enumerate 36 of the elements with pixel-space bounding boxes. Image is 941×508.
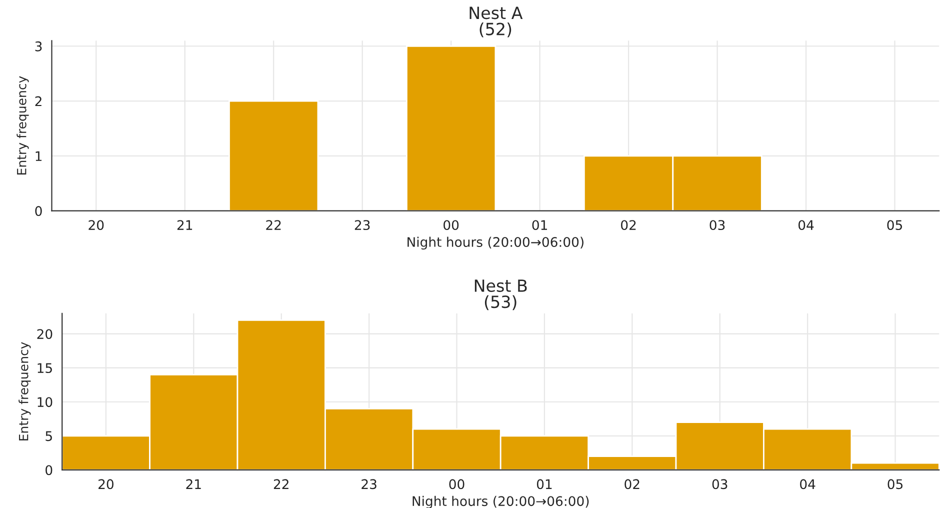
x-tick-label: 00 xyxy=(449,479,464,490)
y-tick-label: 5 xyxy=(46,431,52,442)
x-tick-label: 03 xyxy=(710,220,725,230)
x-tick-label: 21 xyxy=(177,220,192,230)
y-tick-label: 1 xyxy=(36,151,42,161)
bar xyxy=(406,45,496,211)
x-tick-label: 05 xyxy=(887,220,902,230)
x-tick-label: 21 xyxy=(186,479,201,489)
y-tick-label: 3 xyxy=(35,41,42,52)
x-tick-label: 01 xyxy=(532,220,547,230)
x-tick-label: 23 xyxy=(362,479,376,490)
y-tick-label: 10 xyxy=(38,397,52,408)
bar xyxy=(228,100,319,211)
x-tick-label: 20 xyxy=(98,479,114,490)
x-tick-label: 01 xyxy=(536,479,552,490)
x-tick-label: 00 xyxy=(444,220,459,230)
x-tick-label: 04 xyxy=(798,220,814,230)
y-tick-label: 15 xyxy=(38,363,52,374)
x-tick-label: 22 xyxy=(274,479,288,489)
y-axis-title: Entry frequency xyxy=(18,342,31,440)
y-tick-label: 2 xyxy=(35,96,42,106)
x-tick-label: 04 xyxy=(800,479,816,490)
y-tick-label: 0 xyxy=(35,206,42,216)
y-tick-label: 20 xyxy=(37,329,52,340)
chart-title: Nest A (52) xyxy=(470,6,523,38)
x-tick-label: 02 xyxy=(624,479,640,490)
x-tick-label: 05 xyxy=(888,479,903,490)
y-axis-title: Entry frequency xyxy=(16,76,29,174)
x-tick-label: 03 xyxy=(712,479,728,490)
y-tick-label: 0 xyxy=(46,465,52,476)
x-tick-label: 20 xyxy=(88,220,104,230)
x-axis-title: Night hours (20:00→06:00) xyxy=(408,236,584,250)
x-tick-label: 23 xyxy=(354,220,370,230)
chart-title: Nest B (53) xyxy=(474,280,527,310)
x-tick-label: 22 xyxy=(266,220,281,230)
x-tick-label: 02 xyxy=(621,220,636,230)
